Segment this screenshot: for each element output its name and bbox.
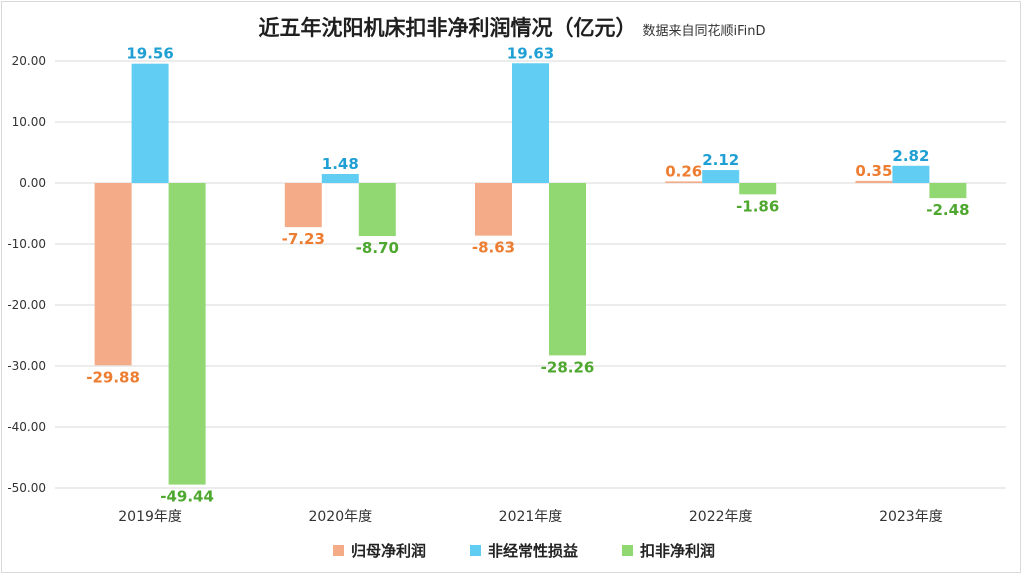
legend-swatch <box>470 545 481 556</box>
x-tick-label: 2022年度 <box>689 509 753 525</box>
y-tick-label: -50.00 <box>7 481 46 495</box>
data-label: -49.44 <box>160 488 214 506</box>
data-label: 0.26 <box>665 162 702 180</box>
data-label: 1.48 <box>322 155 359 173</box>
bar <box>929 183 967 199</box>
bar <box>168 183 206 485</box>
y-tick-label: -40.00 <box>7 420 46 434</box>
x-tick-label: 2020年度 <box>308 509 372 525</box>
legend-label: 扣非净利润 <box>640 542 715 560</box>
bar <box>321 173 359 183</box>
bar <box>702 170 740 183</box>
data-label: -1.86 <box>736 197 779 215</box>
legend-label: 归母净利润 <box>351 542 426 560</box>
chart-title-block: 近五年沈阳机床扣非净利润情况（亿元） 数据来自同花顺iFinD <box>0 12 1024 42</box>
bar <box>284 183 322 228</box>
data-label: 19.56 <box>126 45 173 63</box>
data-label: -7.23 <box>282 230 325 248</box>
bar <box>358 183 396 237</box>
data-label: -8.70 <box>356 239 399 257</box>
bar <box>892 165 930 183</box>
bar <box>549 183 586 356</box>
bar <box>475 183 512 236</box>
y-tick-label: -20.00 <box>7 298 46 312</box>
data-label: 19.63 <box>507 44 554 62</box>
bar <box>739 183 777 195</box>
x-tick-label: 2021年度 <box>499 509 563 525</box>
data-label: -8.63 <box>472 239 515 257</box>
data-label: 2.12 <box>702 151 739 169</box>
y-tick-label: 10.00 <box>12 115 46 129</box>
x-tick-label: 2023年度 <box>879 509 943 525</box>
y-tick-label: 0.00 <box>19 176 46 190</box>
data-label: -28.26 <box>541 358 595 376</box>
bar <box>94 183 132 366</box>
bar <box>855 180 893 183</box>
data-label: 2.82 <box>892 147 929 165</box>
legend-swatch <box>622 545 633 556</box>
bar <box>131 63 169 183</box>
data-label: 0.35 <box>855 162 892 180</box>
data-label: -2.48 <box>926 201 969 219</box>
legend-label: 非经常性损益 <box>488 542 578 560</box>
x-tick-label: 2019年度 <box>118 509 182 525</box>
y-tick-label: 20.00 <box>12 54 46 68</box>
legend-swatch <box>333 545 344 556</box>
bar <box>665 181 703 183</box>
y-tick-label: -30.00 <box>7 359 46 373</box>
chart-subtitle: 数据来自同花顺iFinD <box>642 24 766 39</box>
y-tick-label: -10.00 <box>7 237 46 251</box>
chart-title: 近五年沈阳机床扣非净利润情况（亿元） <box>258 16 637 40</box>
data-label: -29.88 <box>86 368 140 386</box>
bar <box>512 63 549 183</box>
